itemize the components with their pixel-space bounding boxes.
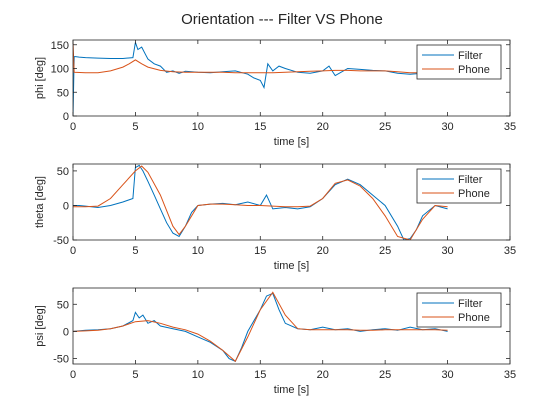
x-tick-label: 35 — [504, 369, 516, 381]
x-tick-label: 10 — [192, 369, 204, 381]
x-axis-label: time [s] — [274, 384, 309, 396]
legend-label-phone: Phone — [458, 64, 490, 76]
series-line-phone — [73, 291, 448, 363]
legend: Filter Phone — [416, 44, 502, 80]
y-tick-label: 50 — [57, 299, 69, 311]
legend-label-phone: Phone — [458, 312, 490, 324]
y-tick-label: 0 — [63, 326, 69, 338]
series-line-phone — [73, 165, 448, 240]
x-tick-label: 0 — [70, 369, 76, 381]
axes-box — [72, 163, 511, 241]
x-tick-label: 25 — [379, 245, 391, 257]
x-tick-label: 5 — [132, 369, 138, 381]
x-tick-label: 25 — [379, 369, 391, 381]
x-tick-label: 0 — [70, 121, 76, 133]
series-lines — [73, 42, 448, 116]
legend-label-filter: Filter — [458, 174, 483, 186]
y-tick-label: 50 — [57, 166, 69, 178]
series-line-phone — [73, 42, 448, 74]
legend-box — [416, 168, 502, 204]
x-tick-label: 20 — [317, 245, 329, 257]
figure-title: Orientation --- Filter VS Phone — [181, 11, 383, 28]
y-tick-label: 50 — [57, 87, 69, 99]
series-lines — [73, 164, 448, 240]
x-tick-label: 20 — [317, 369, 329, 381]
x-tick-label: 15 — [254, 245, 266, 257]
y-tick-label: 150 — [51, 40, 69, 52]
y-tick-label: 0 — [63, 200, 69, 212]
legend-label-filter: Filter — [458, 298, 483, 310]
series-line-filter — [73, 42, 448, 116]
x-tick-label: 10 — [192, 245, 204, 257]
axes-box — [72, 39, 511, 117]
y-tick-label: -50 — [53, 354, 69, 366]
x-tick-label: 20 — [317, 121, 329, 133]
y-tick-label: 100 — [51, 64, 69, 76]
series-lines — [73, 291, 448, 363]
y-axis-label: theta [deg] — [34, 176, 46, 228]
y-tick-label: -50 — [53, 235, 69, 247]
x-axis-label: time [s] — [274, 136, 309, 148]
x-tick-label: 5 — [132, 245, 138, 257]
legend: Filter Phone — [416, 168, 502, 204]
legend-box — [416, 292, 502, 328]
x-tick-label: 15 — [254, 121, 266, 133]
x-axis-label: time [s] — [274, 260, 309, 272]
x-tick-label: 15 — [254, 369, 266, 381]
x-tick-label: 30 — [441, 121, 453, 133]
x-tick-label: 30 — [441, 245, 453, 257]
x-tick-label: 0 — [70, 245, 76, 257]
x-tick-label: 30 — [441, 369, 453, 381]
y-tick-label: 0 — [63, 111, 69, 123]
subplot-1: 0 5 10 15 20 25 30 35 0 50 100 150 time [s] phi [deg]… — [34, 39, 516, 148]
legend: Filter Phone — [416, 292, 502, 328]
x-tick-label: 25 — [379, 121, 391, 133]
x-tick-label: 10 — [192, 121, 204, 133]
legend-label-filter: Filter — [458, 50, 483, 62]
axes-box — [72, 287, 511, 365]
legend-box — [416, 44, 502, 80]
y-axis-label: psi [deg] — [34, 305, 46, 347]
legend-label-phone: Phone — [458, 188, 490, 200]
x-tick-label: 5 — [132, 121, 138, 133]
x-tick-label: 35 — [504, 121, 516, 133]
x-tick-label: 35 — [504, 245, 516, 257]
y-axis-label: phi [deg] — [34, 57, 46, 99]
